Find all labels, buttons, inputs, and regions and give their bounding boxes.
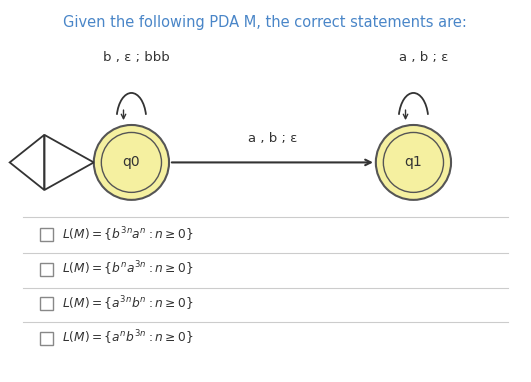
Circle shape (383, 133, 443, 193)
Circle shape (101, 133, 161, 193)
FancyBboxPatch shape (40, 298, 53, 310)
Text: $L(M) = \{a^nb^{3n}: n \geq 0\}$: $L(M) = \{a^nb^{3n}: n \geq 0\}$ (62, 329, 194, 347)
Text: $L(M) = \{a^{3n}b^n: n \geq 0\}$: $L(M) = \{a^{3n}b^n: n \geq 0\}$ (62, 294, 194, 312)
Text: q1: q1 (405, 155, 422, 170)
FancyBboxPatch shape (40, 263, 53, 276)
FancyBboxPatch shape (40, 228, 53, 241)
Circle shape (94, 125, 169, 200)
Text: $L(M) = \{b^na^{3n}: n \geq 0\}$: $L(M) = \{b^na^{3n}: n \geq 0\}$ (62, 260, 194, 278)
FancyBboxPatch shape (40, 332, 53, 345)
Text: $L(M) = \{b^{3n}a^n: n \geq 0\}$: $L(M) = \{b^{3n}a^n: n \geq 0\}$ (62, 225, 194, 244)
Text: a , b ; ε: a , b ; ε (399, 51, 448, 64)
Text: Given the following PDA M, the correct statements are:: Given the following PDA M, the correct s… (63, 15, 467, 29)
Text: b , ε ; bbb: b , ε ; bbb (103, 51, 170, 64)
Text: a , b ; ε: a , b ; ε (248, 132, 297, 145)
Circle shape (376, 125, 451, 200)
Text: q0: q0 (123, 155, 140, 170)
